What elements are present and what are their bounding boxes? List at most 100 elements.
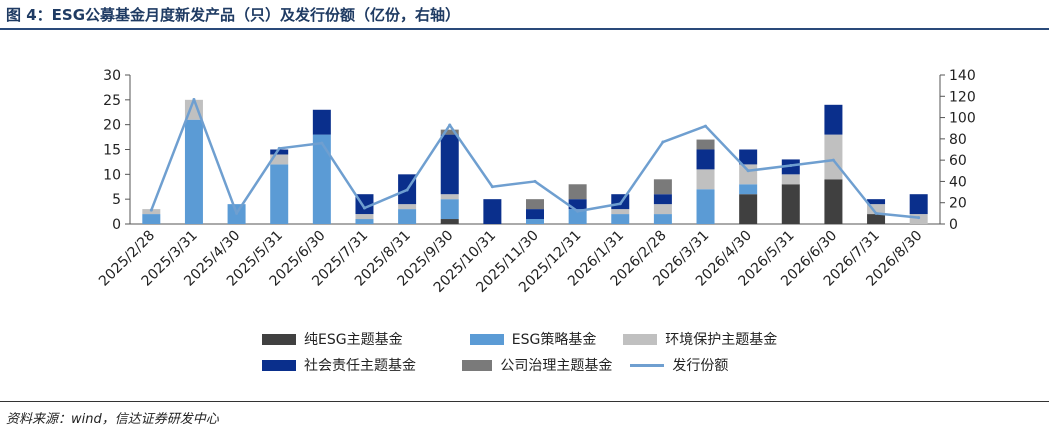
legend-swatch-2 [623, 333, 658, 345]
bar-segment-4 [440, 129, 459, 135]
bar-segment-0 [867, 214, 886, 224]
bar-segment-4 [653, 179, 672, 195]
issuance-point [576, 209, 580, 213]
bar-segment-0 [781, 184, 800, 224]
bar-segment-2 [824, 134, 843, 180]
issuance-point [661, 140, 665, 144]
y-right-tick-label: 80 [949, 132, 967, 148]
legend-item-line: 发行份额 [630, 355, 804, 375]
issuance-point [917, 216, 921, 220]
issuance-point [490, 185, 494, 189]
issuance-point [831, 158, 835, 162]
bar-segment-2 [781, 174, 800, 185]
bar-segment-2 [398, 204, 417, 210]
y-right-tick-label: 20 [949, 196, 967, 212]
y-left-tick-label: 15 [103, 143, 121, 159]
bar-segment-2 [611, 209, 630, 215]
issuance-point [618, 202, 622, 206]
bar-segment-3 [909, 194, 928, 215]
legend-swatch-1 [469, 333, 504, 345]
bar-segment-0 [824, 179, 843, 224]
bar-segment-1 [398, 209, 417, 224]
bar-segment-4 [568, 184, 587, 200]
legend-label-line: 发行份额 [672, 358, 729, 374]
bar-segment-0 [739, 194, 758, 224]
bar-segment-0 [440, 219, 459, 224]
issuance-point [320, 141, 324, 145]
bar-segment-1 [739, 184, 758, 195]
y-right-tick-label: 100 [949, 111, 976, 127]
bar-segment-2 [696, 169, 715, 190]
legend-label-1: ESG策略基金 [511, 332, 597, 348]
bar-segment-4 [696, 139, 715, 150]
bar-segment-3 [696, 149, 715, 170]
issuance-point [149, 208, 153, 212]
issuance-point [533, 179, 537, 183]
y-left-tick-label: 5 [112, 192, 121, 208]
bar-segment-3 [568, 199, 587, 210]
issuance-point [874, 211, 878, 215]
legend-item-series-2: 环境保护主题基金 [623, 329, 804, 349]
bar-segment-3 [270, 149, 289, 155]
bar-segment-1 [611, 214, 630, 224]
bar-segment-2 [440, 194, 459, 200]
chart: 0510152025300204060801001201402025/2/282… [96, 68, 976, 296]
title-divider [0, 28, 1049, 30]
y-left-tick-label: 30 [103, 68, 121, 84]
y-right-tick-label: 140 [949, 68, 976, 84]
legend-label-2: 环境保护主题基金 [665, 332, 778, 348]
bar-segment-3 [483, 199, 502, 224]
issuance-point [405, 188, 409, 192]
footer-divider [0, 401, 1049, 402]
source-note: 资料来源：wind，信达证券研发中心 [6, 412, 219, 427]
legend-swatch-0 [262, 333, 296, 345]
issuance-point [235, 211, 239, 215]
legend-label-3: 社会责任主题基金 [304, 358, 416, 374]
bar-segment-3 [653, 194, 672, 205]
issuance-point [448, 123, 452, 127]
legend-swatch-4 [462, 359, 493, 371]
legend-item-series-4: 公司治理主题基金 [462, 355, 612, 375]
legend-label-0: 纯ESG主题基金 [304, 332, 403, 348]
bar-segment-1 [312, 134, 331, 224]
bar-segment-1 [142, 214, 161, 224]
bar-segment-2 [355, 214, 374, 220]
issuance-point [362, 206, 366, 210]
y-right-tick-label: 0 [949, 217, 958, 233]
bar-segment-3 [312, 109, 331, 135]
bar-segment-3 [739, 149, 758, 165]
bar-segment-1 [696, 189, 715, 224]
issuance-point [192, 97, 196, 101]
legend-line-swatch [630, 363, 665, 367]
issuance-point [704, 124, 708, 128]
legend-label-4: 公司治理主题基金 [500, 358, 613, 374]
legend: 纯ESG主题基金 ESG策略基金 环境保护主题基金 社会责任主题基金 公司治理主… [262, 326, 822, 378]
y-left-tick-label: 20 [103, 118, 121, 134]
y-right-tick-label: 40 [949, 174, 967, 190]
legend-item-series-1: ESG策略基金 [469, 329, 606, 349]
y-left-tick-label: 0 [112, 217, 121, 233]
bar-segment-3 [440, 134, 459, 195]
bar-segment-2 [653, 204, 672, 215]
bar-segment-3 [867, 199, 886, 205]
y-left-tick-label: 10 [103, 167, 121, 183]
legend-swatch-3 [262, 359, 296, 371]
legend-item-series-0: 纯ESG主题基金 [262, 329, 452, 349]
bar-segment-3 [526, 209, 544, 220]
bar-segment-1 [653, 214, 672, 224]
bar-segment-1 [440, 199, 459, 220]
y-left-tick-label: 25 [103, 93, 121, 109]
bar-segment-2 [739, 164, 758, 185]
bar-segment-1 [184, 119, 203, 224]
chart-title: 图 4：ESG公募基金月度新发产品（只）及发行份额（亿份，右轴） [6, 6, 461, 24]
y-right-tick-label: 120 [949, 89, 976, 105]
issuance-point [746, 169, 750, 173]
bar-segment-4 [526, 199, 544, 210]
issuance-point [789, 163, 793, 167]
bar-segment-1 [568, 209, 587, 224]
bar-segment-1 [270, 164, 289, 224]
issuance-point [277, 146, 281, 150]
bar-segment-2 [270, 154, 289, 165]
y-right-tick-label: 60 [949, 153, 967, 169]
bar-segment-3 [824, 104, 843, 135]
